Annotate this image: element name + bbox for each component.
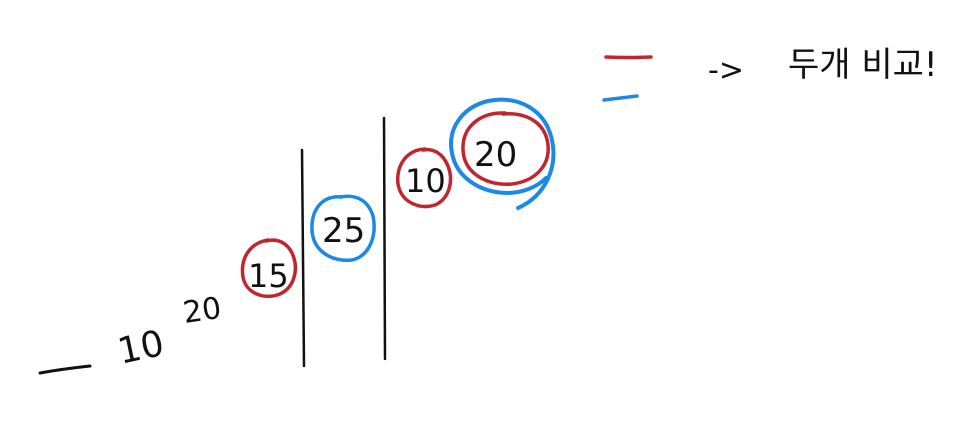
legend-red-dash (604, 55, 653, 60)
red-circle-15 (240, 238, 297, 299)
baseline-dash (38, 364, 92, 375)
legend-arrow: -> (708, 53, 744, 88)
divider-line-left (300, 148, 306, 368)
number-10-first: 10 (114, 323, 167, 373)
number-20-second: 20 (474, 135, 517, 175)
number-25: 25 (322, 211, 365, 251)
red-circle-10 (396, 147, 453, 209)
number-10-second: 10 (405, 162, 446, 200)
blue-circle-25 (310, 194, 376, 262)
number-15: 15 (248, 257, 289, 295)
number-20-first: 20 (181, 291, 224, 331)
blue-circle-20 (449, 97, 556, 210)
legend-blue-dash (602, 94, 639, 102)
red-circle-20 (461, 111, 550, 186)
divider-line-right (382, 116, 387, 361)
legend-note: 두개 비교! (788, 45, 938, 85)
